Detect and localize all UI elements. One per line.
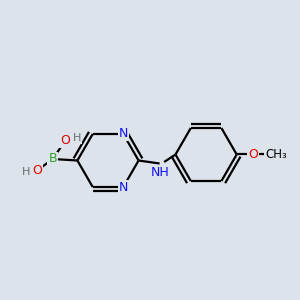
Text: H: H [73,133,81,143]
Text: N: N [118,128,128,140]
Text: O: O [61,134,70,147]
Text: CH₃: CH₃ [266,148,287,161]
Text: N: N [118,181,128,194]
Text: H: H [22,167,30,177]
Text: O: O [32,164,42,177]
Text: O: O [248,148,258,161]
Text: B: B [49,152,57,166]
Text: NH: NH [151,166,170,179]
